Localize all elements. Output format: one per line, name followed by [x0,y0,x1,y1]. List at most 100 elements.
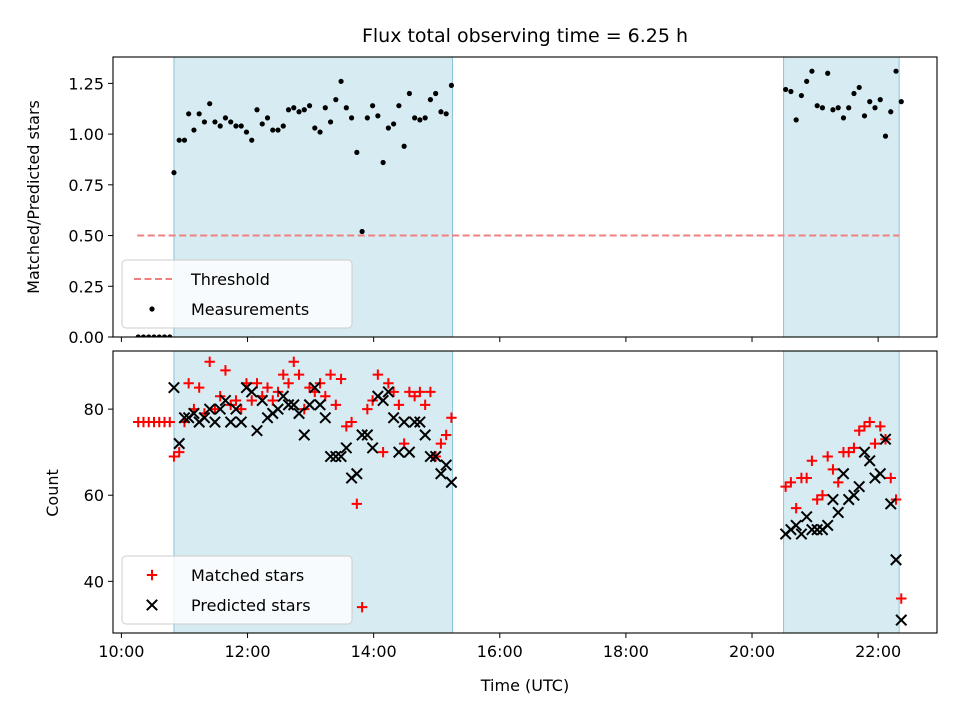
predicted-stars-point [287,398,300,411]
matched-stars-point [419,399,431,411]
matched-stars-point [278,369,289,380]
matched-stars-point [335,373,347,385]
matched-stars-point [885,472,896,484]
matched-stars-point [183,378,194,389]
matched-stars-point [414,386,426,398]
measurement-point [359,228,365,235]
y-tick-label: 60 [84,486,104,505]
y-tick-label: 40 [84,572,104,591]
measurement-point [217,123,223,129]
measurement-point [191,127,197,133]
matched-stars-point [869,438,881,449]
matched-stars-point [811,494,823,505]
matched-stars-point [440,429,452,441]
measurement-point [396,103,402,109]
matched-stars-point [435,438,447,449]
legend-box [121,555,353,625]
plot-frame [112,56,938,338]
predicted-stars-point [314,398,326,411]
measurement-point [306,103,313,109]
predicted-stars-point [230,403,242,416]
measurement-point [888,109,894,115]
matched-stars-point [230,395,242,406]
predicted-stars-point [308,381,321,394]
matched-stars-point [193,382,205,393]
predicted-stars-point [251,424,263,437]
x-tick-label: 12:00 [224,642,270,661]
predicted-stars-point [329,450,342,463]
x-tick-label: 22:00 [855,642,901,661]
matched-stars-point [806,455,818,466]
y-tick-label: 0.00 [68,328,104,347]
predicted-stars-point [419,429,432,441]
measurement-point [856,84,862,91]
predicted-stars-point [340,441,353,454]
predicted-stars-point [377,394,390,407]
predicted-stars-point [895,614,908,626]
measurement-point [867,99,873,105]
y-tick-label: 0.50 [68,227,104,246]
predicted-stars-point [382,385,395,398]
predicted-stars-point [790,519,803,532]
predicted-stars-point [398,416,411,428]
ratio-panel: 0.00 0.25 0.50 0.75 1.00 1.25 Threshold Measure… [68,56,938,347]
predicted-stars-point [178,411,191,424]
x-tick-label: 18:00 [603,642,649,661]
measurement-point [196,111,202,117]
predicted-stars-point [366,441,379,454]
measurement-point [333,97,339,103]
matched-stars-point [304,382,315,393]
y-tick-label: 1.00 [68,125,104,144]
measurement-point [264,115,271,121]
predicted-stars-point [324,450,337,463]
predicted-stars-point [863,454,876,467]
predicted-stars-point [424,450,437,463]
measurement-point [171,170,177,176]
predicted-stars-point [173,437,186,450]
measurement-point [375,113,381,119]
matched-stars-point [425,386,436,398]
measurement-point [851,90,857,97]
matched-stars-point [246,395,257,406]
measurement-point [348,115,355,121]
predicted-stars-point [293,407,305,420]
matched-stars-point [409,391,420,402]
measurement-point [804,78,810,84]
measurement-point [296,109,302,115]
matched-stars-point [174,446,185,458]
measurement-point [872,105,878,111]
matched-stars-point [790,502,802,514]
measurement-point [882,133,889,139]
measurement-point [243,129,250,135]
predicted-stars-point [356,429,368,441]
predicted-stars-point [832,506,845,519]
predicted-stars-point [890,553,902,566]
x-tick-label: 14:00 [351,642,397,661]
plot-frame [112,350,938,634]
matched-stars-point [204,356,215,367]
measurement-point [798,92,805,99]
matched-stars-point [351,498,363,510]
matched-stars-point [209,403,221,415]
y-tick-label: 0.25 [68,277,104,296]
measurement-point [433,90,439,97]
matched-stars-point [325,369,336,380]
predicted-stars-point [827,493,839,506]
measurement-point [422,115,428,121]
measurement-point [317,129,323,135]
predicted-stars-point [874,467,887,480]
measurement-point [275,127,281,133]
measurement-point [312,125,318,131]
measurement-point [830,107,836,113]
matched-stars-point [875,421,886,432]
predicted-stars-point [168,381,180,394]
measurement-point [354,149,360,155]
predicted-stars-point [413,416,426,428]
predicted-stars-point [350,467,363,480]
predicted-stars-point [800,510,813,523]
count-panel: 40 60 80 10:00 12:00 14:00 16:00 18:00 20:00 22:0… [84,350,938,661]
measurement-point [412,115,418,121]
predicted-stars-point [298,429,311,441]
measurement-point [291,105,297,111]
